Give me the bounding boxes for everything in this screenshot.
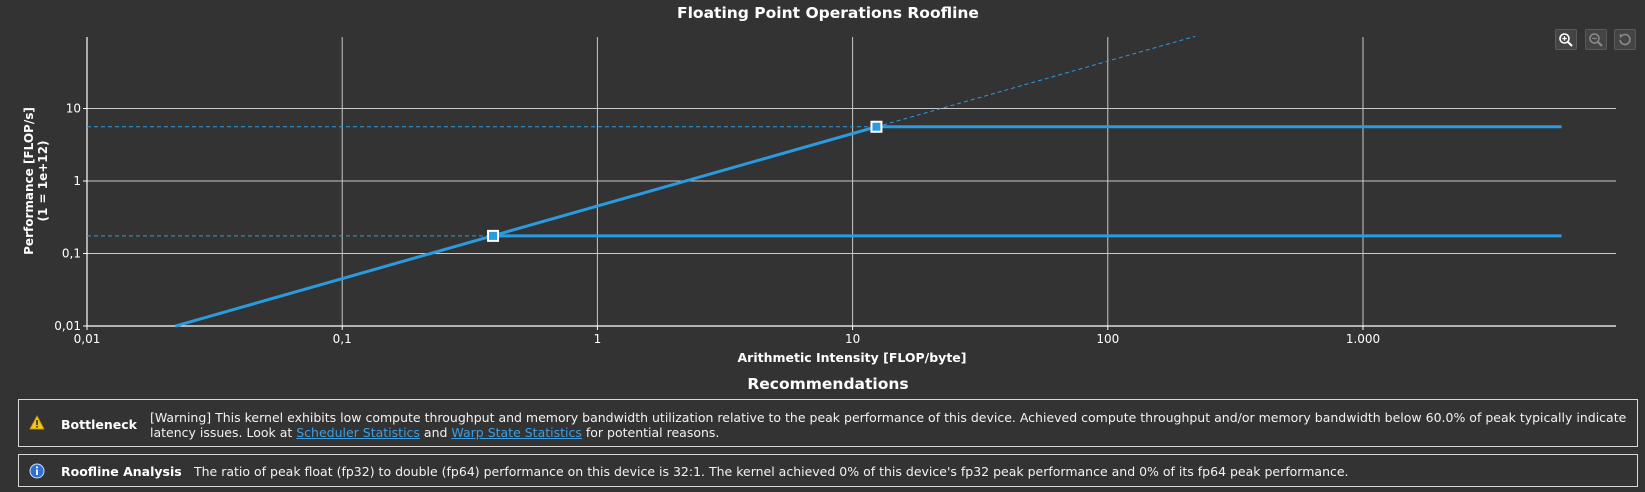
recommendation-text: The ratio of peak float (fp32) to double…	[194, 464, 1349, 479]
x-tick-label: 1	[594, 332, 602, 346]
x-tick-label: 0,1	[333, 332, 352, 346]
warp-state-statistics-link[interactable]: Warp State Statistics	[451, 425, 582, 440]
ridge-point-marker	[487, 229, 500, 242]
zoom-out-icon	[1589, 32, 1603, 47]
info-icon	[29, 463, 45, 479]
x-tick-label: 0,01	[74, 332, 101, 346]
y-tick-label: 1	[73, 174, 81, 188]
recommendations-title: Recommendations	[747, 375, 909, 393]
y-axis-label: Performance [FLOP/s] (1 = 1e+12)	[22, 107, 50, 255]
recommendation-text-part: [Warning] This kernel exhibits low compu…	[150, 410, 1627, 440]
x-tick-label: 10	[845, 332, 860, 346]
y-tick-label: 10	[66, 102, 81, 116]
y-axis-label-line2: (1 = 1e+12)	[36, 141, 50, 222]
chart-title: Floating Point Operations Roofline	[677, 4, 979, 22]
x-tick-label: 100	[1096, 332, 1119, 346]
tick-layer: 0,01 0,1 1 10 100 1.000 0,01 0,1 1 10	[54, 102, 1380, 347]
y-tick-label: 0,01	[54, 319, 81, 333]
scheduler-statistics-link[interactable]: Scheduler Statistics	[296, 425, 420, 440]
recommendation-heading: Bottleneck	[61, 417, 137, 432]
ridge-point-marker	[870, 120, 883, 133]
zoom-in-button[interactable]	[1555, 29, 1577, 50]
zoom-in-icon	[1559, 32, 1573, 47]
memory-roof-extension	[876, 35, 1196, 128]
warning-icon	[29, 415, 45, 430]
recommendation-heading: Roofline Analysis	[61, 464, 182, 479]
recommendation-text: [Warning] This kernel exhibits low compu…	[150, 410, 1628, 440]
roofline-chart[interactable]: 0,01 0,1 1 10 100 1.000 0,01 0,1 1 10 Arithmetic …	[0, 0, 1645, 370]
x-tick-label: 1.000	[1346, 332, 1380, 346]
recommendation-text-part: and	[419, 425, 452, 440]
grid-layer	[83, 37, 1616, 330]
roof-layer	[87, 35, 1562, 328]
y-axis-label-line1: Performance [FLOP/s]	[22, 107, 36, 255]
recommendation-bottleneck: Bottleneck [Warning] This kernel exhibit…	[18, 399, 1638, 447]
zoom-out-button[interactable]	[1585, 29, 1607, 50]
y-tick-label: 0,1	[62, 247, 81, 261]
recommendation-roofline-analysis: Roofline Analysis The ratio of peak floa…	[18, 454, 1638, 487]
recommendation-text-part: for potential reasons.	[581, 425, 720, 440]
reset-icon	[1619, 33, 1631, 45]
x-axis-label: Arithmetic Intensity [FLOP/byte]	[737, 350, 966, 365]
reset-zoom-button[interactable]	[1614, 29, 1636, 50]
memory-bandwidth-roof	[174, 125, 877, 328]
